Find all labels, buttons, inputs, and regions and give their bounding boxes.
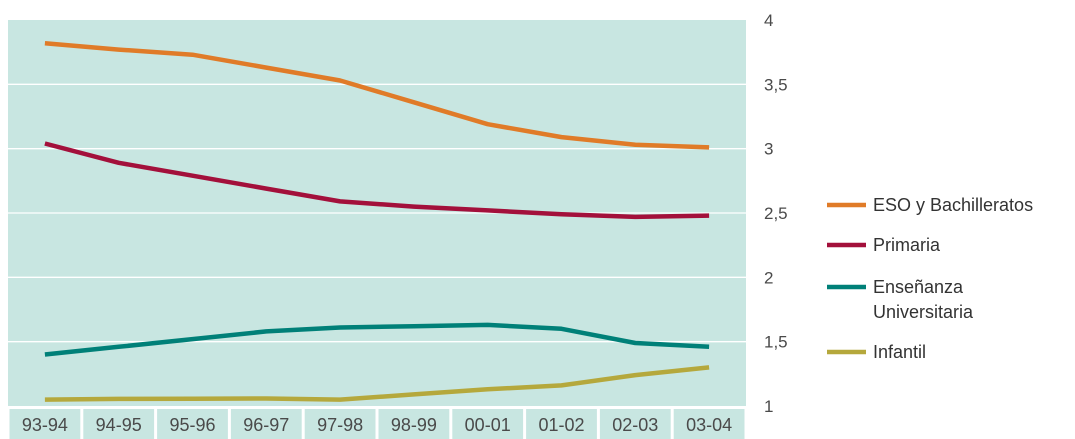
x-category-cell: [230, 409, 302, 439]
series-line: [44, 365, 710, 402]
x-category-cell: [157, 409, 228, 439]
x-category-label: 97-98: [317, 415, 363, 435]
y-tick-label: 2: [764, 268, 773, 287]
x-category-label: 95-96: [169, 415, 215, 435]
y-tick-label: 3: [764, 140, 773, 159]
legend: ESO y Bachilleratos Primaria Enseñanza Univ…: [827, 195, 1033, 362]
series-line: [44, 40, 710, 150]
x-category-cell: [452, 409, 524, 439]
x-category-cell: [526, 409, 597, 439]
legend-label: Infantil: [873, 342, 926, 362]
x-category-cell: [673, 409, 745, 439]
x-category-cell: [9, 409, 81, 439]
x-axis-category-labels: 93-94 94-95 95-96 96-97 97-98 98-99 00-01 01-02…: [9, 409, 745, 439]
x-category-label: 98-99: [391, 415, 437, 435]
legend-label: Universitaria: [873, 302, 974, 322]
x-category-label: 96-97: [243, 415, 289, 435]
y-tick-label: 3,5: [764, 75, 788, 94]
legend-label: ESO y Bachilleratos: [873, 195, 1033, 215]
series-line: [44, 141, 710, 220]
x-category-cell: [378, 409, 450, 439]
x-category-label: 02-03: [612, 415, 658, 435]
x-category-label: 03-04: [686, 415, 732, 435]
y-axis-tick-labels: 1 1,5 2 2,5 3 3,5 4: [764, 11, 788, 416]
legend-label: Enseñanza: [873, 277, 964, 297]
y-tick-label: 4: [764, 11, 773, 30]
y-tick-label: 1: [764, 397, 773, 416]
y-tick-label: 2,5: [764, 204, 788, 223]
x-category-label: 94-95: [96, 415, 142, 435]
x-category-cell: [304, 409, 376, 439]
x-category-label: 01-02: [538, 415, 584, 435]
x-category-cell: [83, 409, 155, 439]
x-category-label: 93-94: [22, 415, 68, 435]
legend-label: Primaria: [873, 235, 941, 255]
x-category-label: 00-01: [465, 415, 511, 435]
series-lines: [44, 40, 710, 402]
y-tick-label: 1,5: [764, 333, 788, 352]
x-category-cell: [599, 409, 671, 439]
series-line: [44, 322, 710, 357]
